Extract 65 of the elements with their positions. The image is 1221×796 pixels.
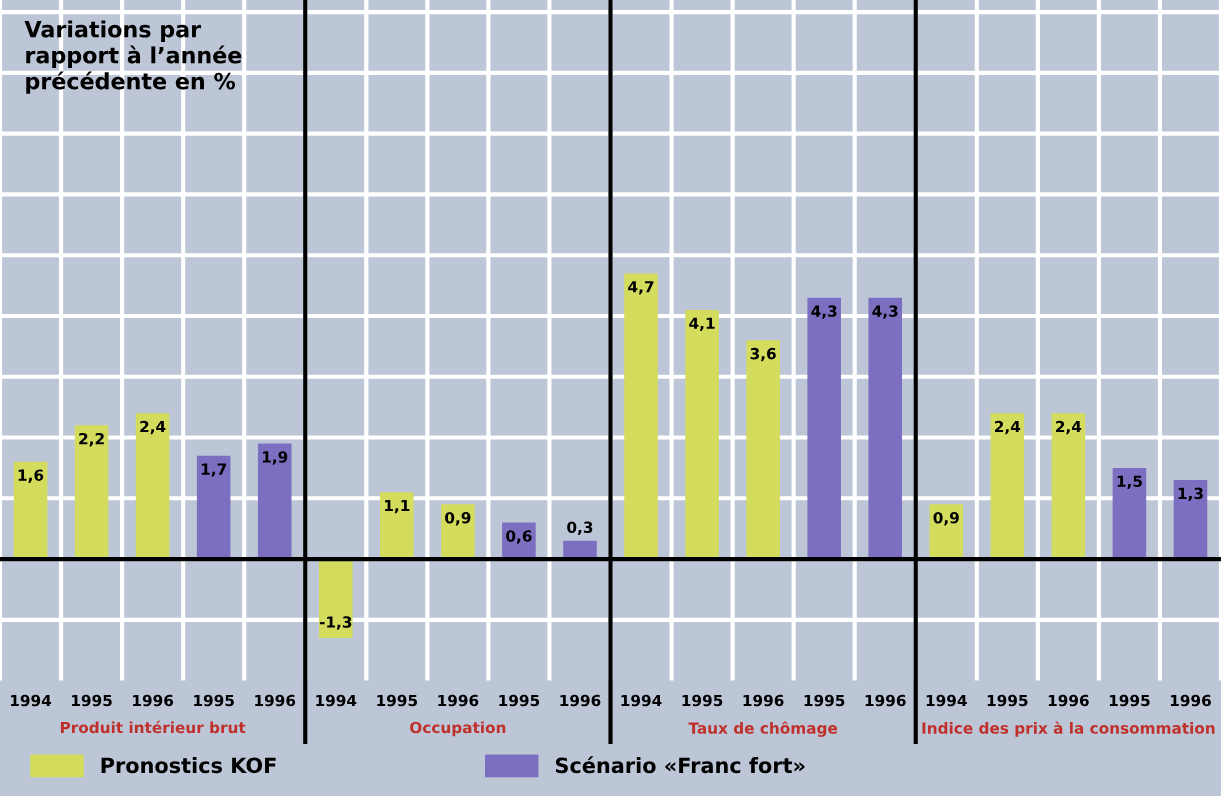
data-label: 4,3 xyxy=(811,305,837,319)
data-label: 2,4 xyxy=(995,420,1021,435)
data-label: 2,4 xyxy=(140,420,166,435)
bar xyxy=(807,297,841,560)
data-label: 1,1 xyxy=(385,499,410,514)
data-label: 2,4 xyxy=(1056,420,1082,435)
x-tick-label: 1995 xyxy=(987,694,1028,707)
x-tick-label: 1996 xyxy=(743,694,784,707)
data-label: 1,5 xyxy=(1117,475,1142,489)
bar xyxy=(196,455,231,560)
data-label: 1,6 xyxy=(18,469,44,483)
x-tick-label: 1995 xyxy=(682,694,723,707)
data-label: 4,3 xyxy=(872,305,898,319)
bar xyxy=(685,309,719,560)
bar xyxy=(624,273,658,560)
bar xyxy=(257,443,292,560)
bar xyxy=(135,413,170,560)
bar xyxy=(13,461,48,560)
data-label: 1,7 xyxy=(201,463,226,477)
data-label: 4,7 xyxy=(628,281,654,295)
bar xyxy=(441,504,475,560)
x-tick-label: 1995 xyxy=(804,694,845,707)
x-tick-label: 1995 xyxy=(499,694,540,707)
x-tick-label: 1994 xyxy=(316,694,357,707)
data-label: -1,3 xyxy=(319,616,352,630)
x-tick-label: 1994 xyxy=(10,694,52,707)
bar xyxy=(1051,413,1086,560)
x-tick-label: 1994 xyxy=(621,694,662,707)
x-tick-label: 1996 xyxy=(865,694,906,707)
bar xyxy=(74,425,109,560)
data-label: 2,2 xyxy=(79,432,104,447)
x-tick-label: 1995 xyxy=(72,694,112,707)
data-label: 3,6 xyxy=(750,347,776,362)
text: Indice des prix à la consommation xyxy=(922,721,1215,737)
x-tick-label: 1995 xyxy=(194,694,234,707)
x-tick-label: 1995 xyxy=(1109,694,1150,707)
bar xyxy=(990,413,1025,560)
x-tick-label: 1996 xyxy=(133,694,174,707)
x-tick-label: 1994 xyxy=(926,694,967,707)
data-label: 0,9 xyxy=(445,511,471,526)
data-label: 4,1 xyxy=(689,317,715,331)
data-label: 1,9 xyxy=(262,451,288,465)
x-tick-label: 1996 xyxy=(255,694,296,707)
x-tick-label: 1996 xyxy=(560,694,601,707)
bar xyxy=(1112,467,1147,560)
text: Produit intérieur brut xyxy=(60,720,246,734)
data-label: 0,6 xyxy=(506,530,532,544)
bar xyxy=(929,504,964,560)
x-tick-label: 1996 xyxy=(1048,694,1089,707)
text: Occupation xyxy=(410,721,506,737)
x-tick-label: 1996 xyxy=(1170,694,1211,707)
bar xyxy=(1173,480,1208,560)
data-label: 1,3 xyxy=(1178,487,1203,502)
bar xyxy=(380,492,414,560)
text: Variations par rapport à l’année précédente en % xyxy=(24,20,242,94)
legend-label: Scénario «Franc fort» xyxy=(555,756,805,774)
x-tick-label: 1996 xyxy=(438,694,479,707)
legend-label: Pronostics KOF xyxy=(101,757,276,774)
data-label: 0,3 xyxy=(567,521,593,535)
text: Taux de chômage xyxy=(688,721,838,737)
x-tick-label: 1995 xyxy=(377,694,418,707)
bar xyxy=(868,297,903,560)
bar xyxy=(318,559,353,639)
bar xyxy=(746,340,780,560)
data-label: 0,9 xyxy=(933,511,959,526)
